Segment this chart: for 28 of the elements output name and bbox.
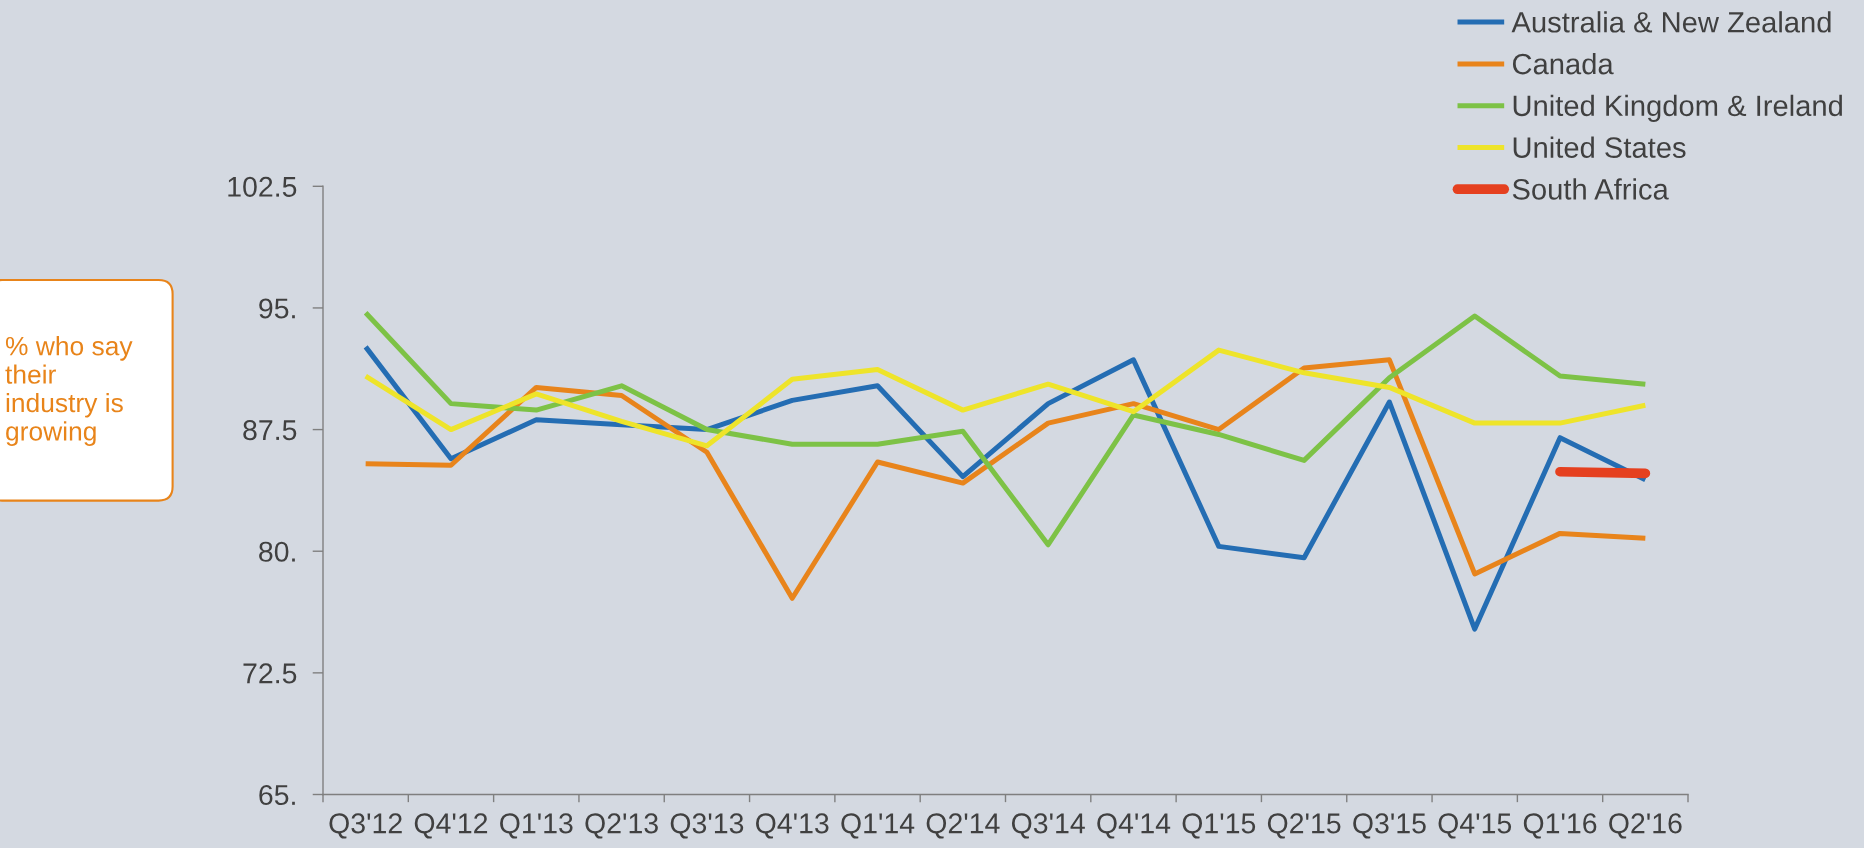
x-tick-label: Q1'14	[841, 813, 915, 839]
x-tick-label: Q3'14	[1011, 813, 1085, 839]
legend-label: Australia & New Zealand	[1511, 11, 1831, 33]
legend-label: United States	[1513, 136, 1686, 158]
x-tick-label: Q1'16	[1523, 813, 1597, 839]
y-tick-label: 80.	[259, 541, 295, 562]
x-tick-label: Q2'14	[926, 813, 1000, 839]
legend-label: Canada	[1512, 52, 1614, 75]
y-tick-label: 102.5	[228, 176, 297, 197]
x-tick-label: Q2'13	[585, 813, 658, 839]
x-tick-label: Q3'12	[329, 813, 402, 839]
x-tick-label: Q1'15	[1182, 813, 1256, 839]
x-tick-label: Q2'16	[1609, 813, 1682, 839]
x-tick-label: Q4'15	[1438, 813, 1512, 839]
x-tick-label: Q2'15	[1267, 813, 1341, 839]
y-tick-label: 72.5	[243, 663, 297, 684]
y-tick-label: 95.	[259, 298, 295, 319]
x-tick-label: Q1'13	[500, 813, 573, 839]
x-tick-label: Q4'13	[756, 813, 829, 839]
y-axis-title: % who say their industry is growing	[5, 336, 133, 446]
y-tick-label: 65.	[259, 784, 295, 806]
x-tick-label: Q4'14	[1097, 813, 1171, 839]
x-tick-label: Q3'15	[1353, 813, 1426, 839]
x-tick-label: Q3'13	[670, 813, 744, 839]
legend-label: South Africa	[1512, 178, 1669, 200]
y-tick-label: 87.5	[243, 420, 297, 441]
legend-label: United Kingdom & Ireland	[1513, 94, 1842, 122]
x-tick-label: Q4'12	[414, 813, 488, 839]
